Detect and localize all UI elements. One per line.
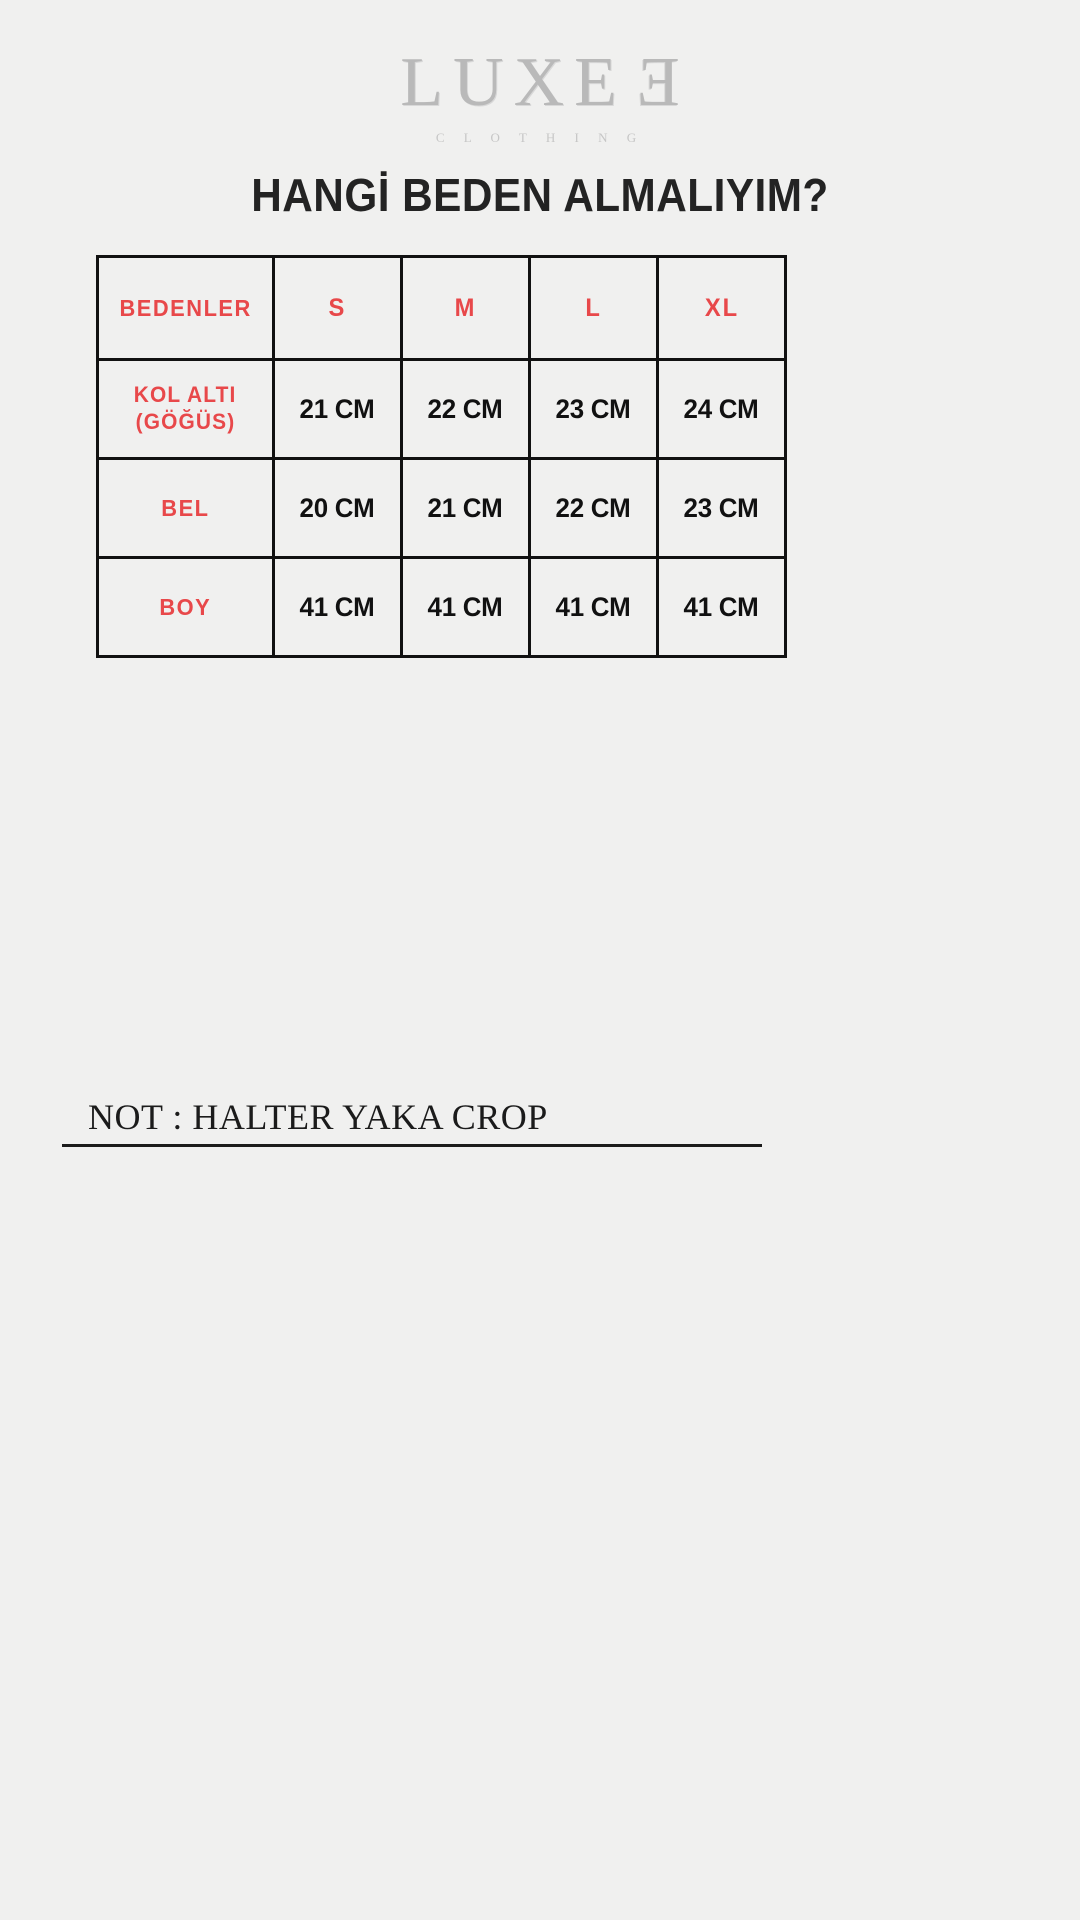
row-label-gogus: (GÖĞÜS)	[135, 409, 236, 434]
table-row: BEL 20 CM 21 CM 22 CM 23 CM	[96, 457, 787, 559]
value-text: 20 CM	[300, 492, 375, 523]
header-cell-bedenler: BEDENLER	[96, 255, 275, 361]
header-cell-l: L	[528, 255, 659, 361]
page-title: HANGİ BEDEN ALMALIYIM?	[251, 169, 829, 221]
cell-boy-xl: 41 CM	[656, 556, 787, 658]
cell-bel-m: 21 CM	[400, 457, 531, 559]
row-label-bel: BEL	[161, 494, 210, 521]
value-text: 21 CM	[300, 393, 375, 424]
value-text: 24 CM	[684, 393, 759, 424]
note-text: NOT : HALTER YAKA CROP	[88, 1097, 548, 1137]
table-row: KOL ALTI (GÖĞÜS) 21 CM 22 CM 23 CM 24 CM	[96, 358, 787, 460]
cell-boy-s: 41 CM	[272, 556, 403, 658]
row-label-cell-boy: BOY	[96, 556, 275, 658]
brand-subtitle: C L O T H I N G	[435, 130, 645, 145]
cell-bel-xl: 23 CM	[656, 457, 787, 559]
cell-boy-m: 41 CM	[400, 556, 531, 658]
cell-bel-s: 20 CM	[272, 457, 403, 559]
size-table: BEDENLER S M L XL KOL ALTI (GÖĞÜS)	[96, 255, 787, 658]
header-cell-s: S	[272, 255, 403, 361]
header-label-l: L	[585, 293, 602, 322]
value-text: 41 CM	[556, 591, 631, 622]
size-table-container: BEDENLER S M L XL KOL ALTI (GÖĞÜS)	[96, 255, 787, 658]
cell-kol-alti-xl: 24 CM	[656, 358, 787, 460]
brand-logo: LUXEE	[400, 44, 680, 121]
cell-kol-alti-m: 22 CM	[400, 358, 531, 460]
table-row: BOY 41 CM 41 CM 41 CM 41 CM	[96, 556, 787, 658]
cell-kol-alti-l: 23 CM	[528, 358, 659, 460]
table-header-row: BEDENLER S M L XL	[96, 255, 787, 361]
value-text: 21 CM	[428, 492, 503, 523]
header-cell-xl: XL	[656, 255, 787, 361]
row-label-boy: BOY	[159, 593, 212, 620]
header-label-s: S	[328, 293, 347, 322]
cell-boy-l: 41 CM	[528, 556, 659, 658]
header-label-bedenler: BEDENLER	[119, 294, 252, 321]
header-cell-m: M	[400, 255, 531, 361]
brand-logo-text: LUX	[400, 44, 575, 121]
header-label-m: M	[454, 293, 477, 322]
value-text: 22 CM	[556, 492, 631, 523]
brand-block: LUXEE C L O T H I N G	[0, 0, 1080, 146]
note-underline	[62, 1144, 762, 1147]
row-label-cell-bel: BEL	[96, 457, 275, 559]
value-text: 23 CM	[556, 393, 631, 424]
brand-logo-letter-e1: E	[574, 44, 627, 121]
row-label-kol-alti: KOL ALTI	[134, 382, 237, 408]
value-text: 41 CM	[300, 591, 375, 622]
brand-logo-letter-e2-mirrored: E	[626, 44, 680, 121]
cell-kol-alti-s: 21 CM	[272, 358, 403, 460]
value-text: 22 CM	[428, 393, 503, 424]
value-text: 41 CM	[428, 591, 503, 622]
header-label-xl: XL	[704, 293, 739, 322]
note-block: NOT : HALTER YAKA CROP	[62, 1096, 762, 1147]
value-text: 41 CM	[684, 591, 759, 622]
value-text: 23 CM	[684, 492, 759, 523]
cell-bel-l: 22 CM	[528, 457, 659, 559]
row-label-cell-kol-alti: KOL ALTI (GÖĞÜS)	[96, 358, 275, 460]
